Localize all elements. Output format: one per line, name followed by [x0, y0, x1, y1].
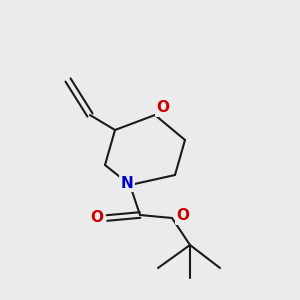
Text: O: O [157, 100, 169, 116]
Text: O: O [91, 211, 103, 226]
Text: O: O [176, 208, 190, 224]
Text: N: N [121, 176, 134, 190]
